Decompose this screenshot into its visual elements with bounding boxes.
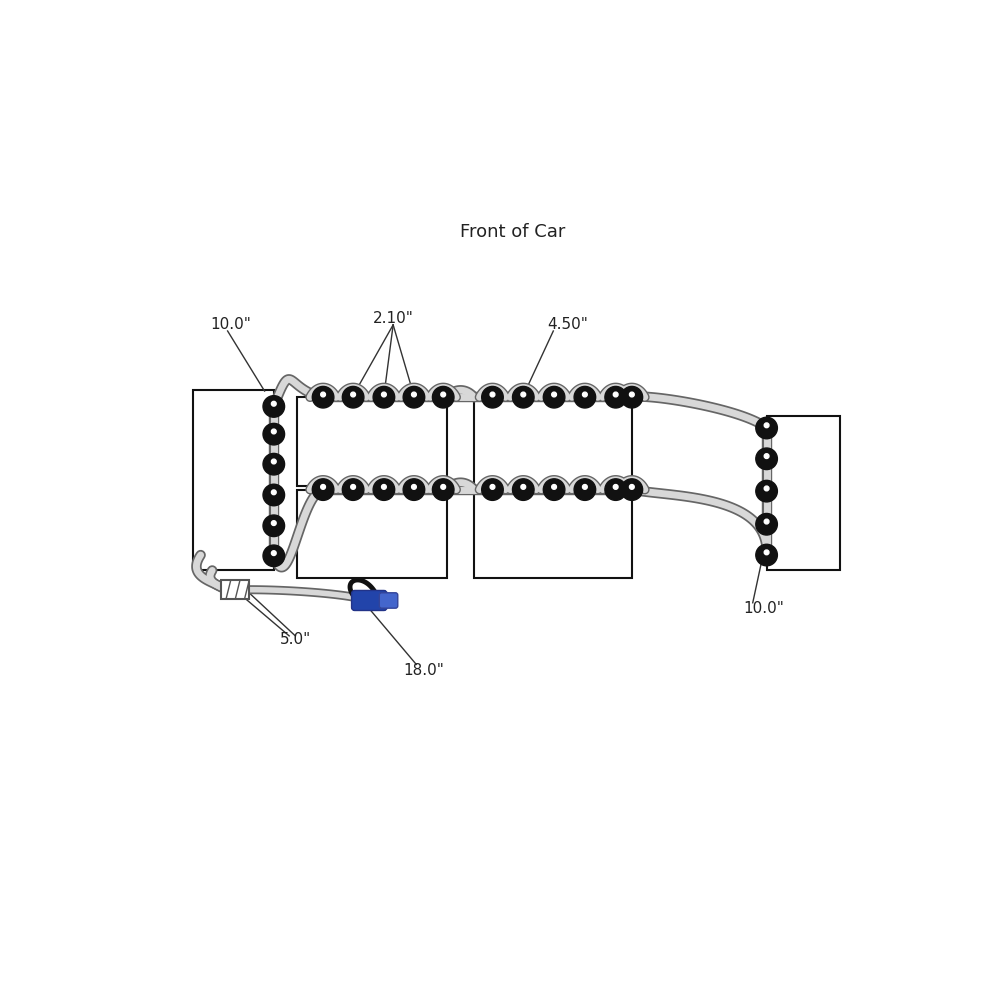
- Circle shape: [764, 454, 769, 458]
- Bar: [767, 416, 840, 570]
- Circle shape: [490, 392, 495, 397]
- Circle shape: [312, 386, 334, 408]
- Circle shape: [613, 392, 618, 397]
- Circle shape: [382, 485, 386, 489]
- Circle shape: [441, 485, 446, 489]
- Circle shape: [482, 479, 503, 500]
- Circle shape: [621, 386, 643, 408]
- Text: 10.0": 10.0": [744, 601, 784, 616]
- Text: 5.0": 5.0": [280, 632, 311, 647]
- Circle shape: [543, 479, 565, 500]
- Text: 4.50": 4.50": [547, 317, 588, 332]
- Circle shape: [373, 479, 395, 500]
- FancyBboxPatch shape: [352, 590, 387, 610]
- Circle shape: [490, 485, 495, 489]
- Circle shape: [321, 485, 325, 489]
- Circle shape: [574, 386, 596, 408]
- Circle shape: [271, 429, 276, 434]
- Circle shape: [605, 386, 626, 408]
- Bar: [221, 580, 249, 599]
- Bar: [474, 490, 632, 578]
- Text: 18.0": 18.0": [403, 663, 444, 678]
- Circle shape: [552, 392, 556, 397]
- Circle shape: [263, 484, 285, 506]
- Circle shape: [764, 423, 769, 428]
- Circle shape: [583, 485, 587, 489]
- Circle shape: [403, 479, 425, 500]
- Circle shape: [342, 479, 364, 500]
- Circle shape: [756, 417, 777, 439]
- Bar: [297, 397, 447, 486]
- Circle shape: [263, 396, 285, 417]
- Circle shape: [521, 485, 526, 489]
- Circle shape: [756, 480, 777, 502]
- Circle shape: [605, 479, 626, 500]
- Bar: [474, 397, 632, 486]
- Circle shape: [271, 551, 276, 555]
- Circle shape: [756, 448, 777, 470]
- Bar: [193, 389, 274, 570]
- Text: Front of Car: Front of Car: [460, 223, 565, 241]
- Circle shape: [342, 386, 364, 408]
- Circle shape: [351, 392, 355, 397]
- Circle shape: [263, 453, 285, 475]
- Text: 10.0": 10.0": [211, 317, 252, 332]
- Circle shape: [382, 392, 386, 397]
- Circle shape: [764, 550, 769, 555]
- Circle shape: [351, 485, 355, 489]
- Bar: [297, 490, 447, 578]
- Circle shape: [271, 401, 276, 406]
- Circle shape: [263, 515, 285, 537]
- Circle shape: [764, 486, 769, 491]
- Circle shape: [629, 392, 634, 397]
- Circle shape: [574, 479, 596, 500]
- Circle shape: [432, 479, 454, 500]
- Circle shape: [412, 392, 416, 397]
- FancyBboxPatch shape: [379, 593, 398, 608]
- Circle shape: [312, 479, 334, 500]
- Circle shape: [764, 519, 769, 524]
- Circle shape: [482, 386, 503, 408]
- Circle shape: [263, 545, 285, 567]
- Circle shape: [552, 485, 556, 489]
- Circle shape: [403, 386, 425, 408]
- Circle shape: [543, 386, 565, 408]
- Circle shape: [271, 521, 276, 525]
- Circle shape: [321, 392, 325, 397]
- Circle shape: [271, 490, 276, 495]
- Circle shape: [432, 386, 454, 408]
- Circle shape: [412, 485, 416, 489]
- Circle shape: [263, 423, 285, 445]
- Circle shape: [512, 479, 534, 500]
- Circle shape: [629, 485, 634, 489]
- Circle shape: [613, 485, 618, 489]
- Circle shape: [756, 513, 777, 535]
- Circle shape: [756, 544, 777, 566]
- Circle shape: [521, 392, 526, 397]
- Circle shape: [373, 386, 395, 408]
- Circle shape: [621, 479, 643, 500]
- Circle shape: [271, 459, 276, 464]
- Circle shape: [441, 392, 446, 397]
- Circle shape: [512, 386, 534, 408]
- Circle shape: [583, 392, 587, 397]
- Text: 2.10": 2.10": [373, 311, 414, 326]
